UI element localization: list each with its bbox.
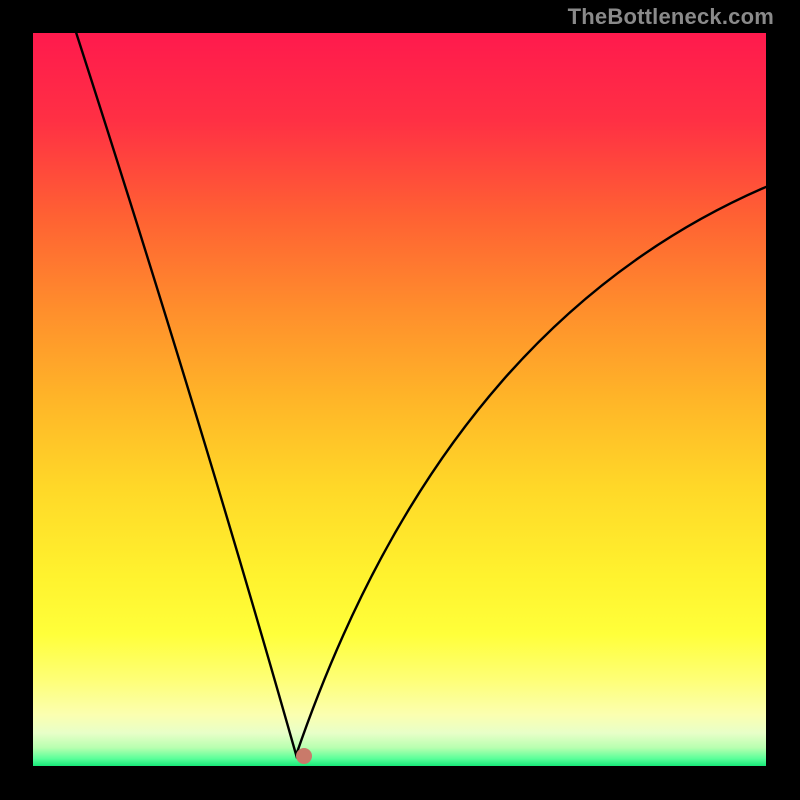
vertex-marker [296, 748, 312, 764]
plot-area [33, 33, 766, 766]
bottleneck-curve [33, 33, 766, 766]
watermark-text: TheBottleneck.com [568, 4, 774, 30]
